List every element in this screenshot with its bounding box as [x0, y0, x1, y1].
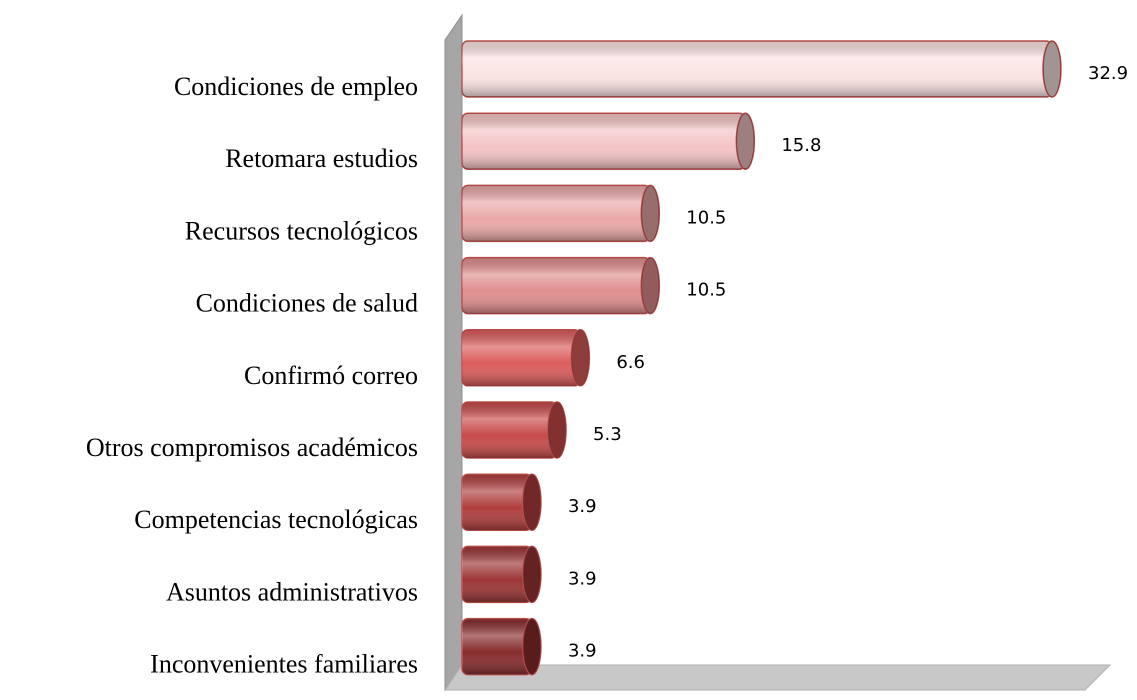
- bar-cap: [1042, 40, 1062, 98]
- value-label: 3.9: [568, 568, 597, 589]
- bar-shading: [462, 113, 746, 170]
- value-label: 3.9: [568, 641, 597, 662]
- value-label: 10.5: [686, 280, 726, 301]
- value-label: 32.9: [1088, 63, 1128, 84]
- category-label: Confirmó correo: [244, 361, 418, 390]
- bar-shading: [462, 474, 532, 531]
- bar-cap: [570, 329, 591, 387]
- category-label: Condiciones de salud: [196, 289, 418, 318]
- bar-cap-shade: [571, 329, 590, 386]
- bar-shading: [462, 618, 532, 675]
- value-label: 5.3: [593, 424, 622, 445]
- category-label: Condiciones de empleo: [174, 72, 418, 101]
- bar-cap-shade: [736, 113, 755, 170]
- bar-cap: [522, 617, 542, 676]
- bar-cap: [640, 256, 661, 315]
- category-label: Recursos tecnológicos: [185, 216, 418, 245]
- bar-cap-shade: [522, 546, 541, 603]
- bar-shading: [462, 185, 651, 242]
- category-label: Asuntos administrativos: [166, 577, 418, 606]
- back-wall: [444, 13, 463, 692]
- bar-cap: [547, 401, 567, 459]
- bar-shading: [462, 41, 1052, 97]
- bar-cap-shade: [1043, 41, 1061, 97]
- bar-cap: [522, 473, 542, 531]
- bar-shading: [462, 402, 558, 458]
- value-label: 6.6: [616, 352, 645, 373]
- bar-shading: [462, 257, 651, 314]
- category-label: Competencias tecnológicas: [134, 505, 418, 534]
- category-label: Otros compromisos académicos: [86, 433, 418, 462]
- bar-cap: [522, 545, 542, 604]
- bar-cap: [640, 184, 661, 243]
- value-label: 3.9: [568, 496, 597, 517]
- category-label: Inconvenientes familiares: [150, 650, 418, 679]
- bar-cap-shade: [641, 257, 660, 314]
- bar-cap-shade: [522, 618, 541, 675]
- bar-cap: [735, 112, 756, 170]
- bar-shading: [462, 329, 581, 386]
- bar-cap-shade: [641, 185, 660, 242]
- bar-cap-shade: [522, 474, 541, 531]
- value-label: 15.8: [781, 135, 821, 156]
- bar-shading: [462, 546, 532, 603]
- bar-cap-shade: [548, 402, 567, 458]
- floor: [444, 664, 1112, 691]
- category-label: Retomara estudios: [225, 144, 418, 173]
- value-label: 10.5: [686, 207, 726, 228]
